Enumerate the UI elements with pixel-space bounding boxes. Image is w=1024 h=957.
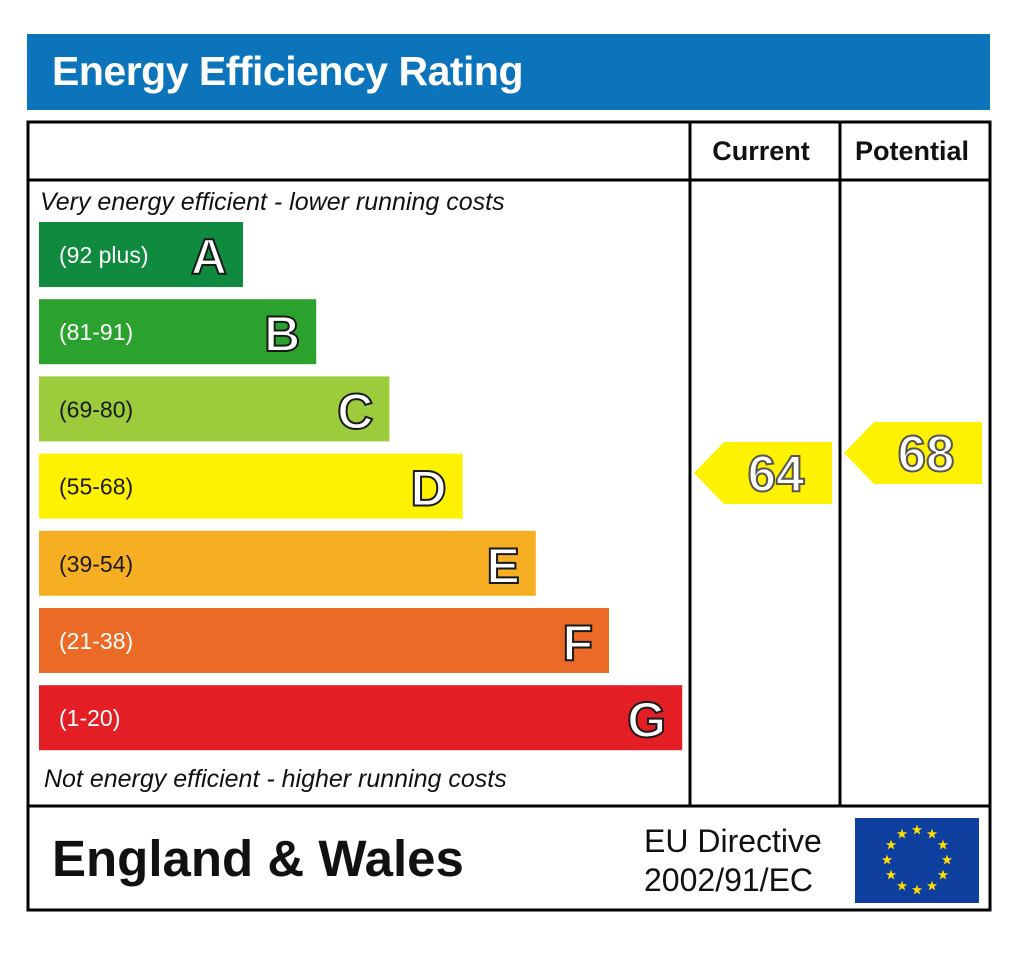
top-caption: Very energy efficient - lower running co…	[40, 188, 505, 216]
band-f-range: (21-38)	[59, 628, 133, 654]
potential-rating-value: 68	[898, 425, 955, 482]
region-label: England & Wales	[52, 830, 464, 887]
band-d-range: (55-68)	[59, 474, 133, 500]
current-column-header: Current	[712, 136, 810, 166]
eu-star-icon	[926, 828, 938, 839]
band-d-bar	[39, 453, 463, 519]
bottom-caption: Not energy efficient - higher running co…	[44, 765, 507, 793]
rating-bands: (92 plus) A (81-91) B (69-80) C (55-68) D (39-54…	[39, 222, 683, 751]
rating-markers: 64 68	[694, 422, 982, 504]
band-c-bar	[39, 376, 390, 442]
eu-star-icon	[881, 854, 893, 865]
eu-star-icon	[926, 880, 938, 891]
band-b-bar	[39, 299, 317, 365]
band-b-range: (81-91)	[59, 319, 133, 345]
chart-frame	[26, 120, 992, 912]
eu-star-icon	[911, 824, 923, 835]
potential-rating-arrow	[844, 422, 982, 484]
band-a-letter: A	[191, 229, 227, 285]
band-g-range: (1-20)	[59, 705, 120, 731]
current-rating-value: 64	[748, 445, 805, 502]
band-b-letter: B	[264, 306, 300, 362]
title-bar: Energy Efficiency Rating	[27, 34, 990, 110]
current-rating-arrow	[694, 442, 832, 504]
eu-star-icon	[896, 880, 908, 891]
band-d-letter: D	[410, 461, 446, 517]
band-e-range: (39-54)	[59, 551, 133, 577]
eu-star-icon	[911, 884, 923, 895]
band-f-bar	[39, 608, 609, 673]
eu-star-icon	[941, 854, 953, 865]
directive-line-1: EU Directive	[644, 823, 822, 859]
band-a-range: (92 plus)	[59, 242, 148, 268]
eu-star-icon	[885, 839, 897, 850]
eu-star-icon	[885, 869, 897, 880]
band-c-letter: C	[337, 383, 373, 439]
band-e-bar	[39, 530, 536, 596]
band-f-letter: F	[562, 615, 593, 671]
eu-star-icon	[937, 869, 949, 880]
directive-line-2: 2002/91/EC	[644, 862, 813, 898]
potential-column-header: Potential	[855, 136, 969, 166]
band-a-bar	[39, 222, 243, 287]
band-g-bar	[39, 685, 683, 751]
band-c-range: (69-80)	[59, 396, 133, 422]
eu-star-icon	[937, 839, 949, 850]
eu-star-icon	[896, 828, 908, 839]
band-g-letter: G	[627, 692, 666, 748]
chart-title: Energy Efficiency Rating	[52, 48, 524, 94]
band-e-letter: E	[486, 538, 519, 594]
eu-flag-icon	[855, 818, 979, 903]
